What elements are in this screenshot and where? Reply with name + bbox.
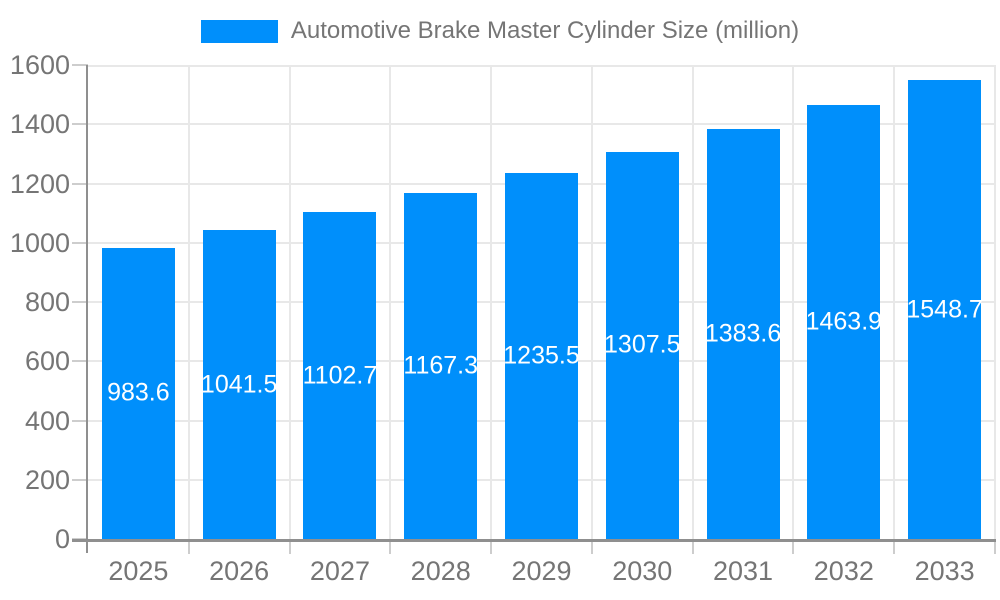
bar-value-label: 1548.7	[906, 295, 983, 324]
bar-value-label: 1307.5	[604, 330, 681, 359]
y-tick	[72, 182, 88, 185]
y-axis-label: 1000	[9, 227, 70, 258]
bar-value-label: 1041.5	[200, 370, 278, 399]
y-axis-label: 0	[54, 524, 70, 554]
gridline-v	[691, 65, 694, 539]
y-axis-line	[86, 65, 88, 553]
bar[interactable]	[404, 193, 478, 539]
gridline-v	[389, 65, 392, 539]
x-axis-label: 2028	[410, 556, 471, 586]
gridline-h	[88, 123, 995, 126]
y-tick	[72, 419, 88, 422]
x-axis-line	[72, 539, 996, 542]
gridline-v	[490, 65, 493, 539]
bar[interactable]	[807, 105, 881, 539]
bar[interactable]	[303, 212, 377, 539]
y-axis-label: 1400	[9, 109, 70, 140]
y-axis-label: 400	[24, 405, 70, 436]
gridline-v	[893, 65, 896, 539]
bar-value-label: 1235.5	[503, 341, 580, 370]
x-axis-label: 2026	[209, 556, 270, 586]
x-tick	[490, 542, 493, 554]
legend[interactable]: Automotive Brake Master Cylinder Size (m…	[0, 17, 1000, 45]
y-tick	[72, 301, 88, 303]
y-axis-label: 600	[24, 346, 70, 377]
legend-label: Automotive Brake Master Cylinder Size (m…	[290, 17, 800, 44]
gridline-v	[792, 65, 795, 539]
bar[interactable]	[505, 172, 578, 539]
bar[interactable]	[908, 80, 982, 539]
x-tick	[893, 542, 896, 554]
y-tick	[72, 123, 88, 126]
x-axis-label: 2033	[914, 556, 975, 586]
y-tick	[72, 241, 88, 244]
x-tick	[590, 542, 593, 554]
y-axis-label: 800	[24, 287, 70, 317]
x-tick	[994, 542, 996, 554]
bar[interactable]	[202, 230, 276, 539]
x-axis-label: 2029	[511, 556, 572, 586]
x-axis-label: 2031	[713, 556, 774, 586]
bar[interactable]	[605, 151, 679, 539]
gridline-v	[187, 65, 190, 539]
gridline-v	[994, 65, 996, 539]
x-axis-label: 2025	[108, 556, 169, 586]
y-axis-label: 1600	[9, 50, 70, 80]
y-axis-label: 200	[24, 464, 70, 495]
x-axis-label: 2030	[612, 556, 673, 586]
y-axis-label: 1200	[9, 168, 70, 199]
x-tick	[792, 542, 795, 554]
x-tick	[389, 542, 392, 554]
legend-marker-icon	[200, 19, 278, 43]
bar[interactable]	[101, 247, 175, 539]
y-tick	[72, 478, 88, 481]
bar-value-label: 983.6	[107, 378, 170, 407]
x-axis-label: 2027	[309, 556, 370, 586]
bar-value-label: 1383.6	[704, 319, 782, 348]
gridline-v	[288, 65, 291, 539]
bar-value-label: 1102.7	[302, 361, 378, 390]
gridline-h	[88, 65, 995, 67]
x-tick	[691, 542, 694, 554]
y-tick	[72, 360, 88, 363]
x-tick	[288, 542, 291, 554]
plot-area: 983.6 1041.5 1102.7 1167.3 1235.5 1307.5 1383.…	[88, 65, 996, 539]
bar-value-label: 1463.9	[805, 307, 883, 336]
gridline-v	[590, 65, 593, 539]
x-axis-label: 2032	[813, 556, 874, 586]
y-tick	[72, 64, 88, 66]
bar[interactable]	[706, 129, 780, 539]
x-tick	[187, 542, 190, 554]
bar-value-label: 1167.3	[403, 351, 479, 380]
